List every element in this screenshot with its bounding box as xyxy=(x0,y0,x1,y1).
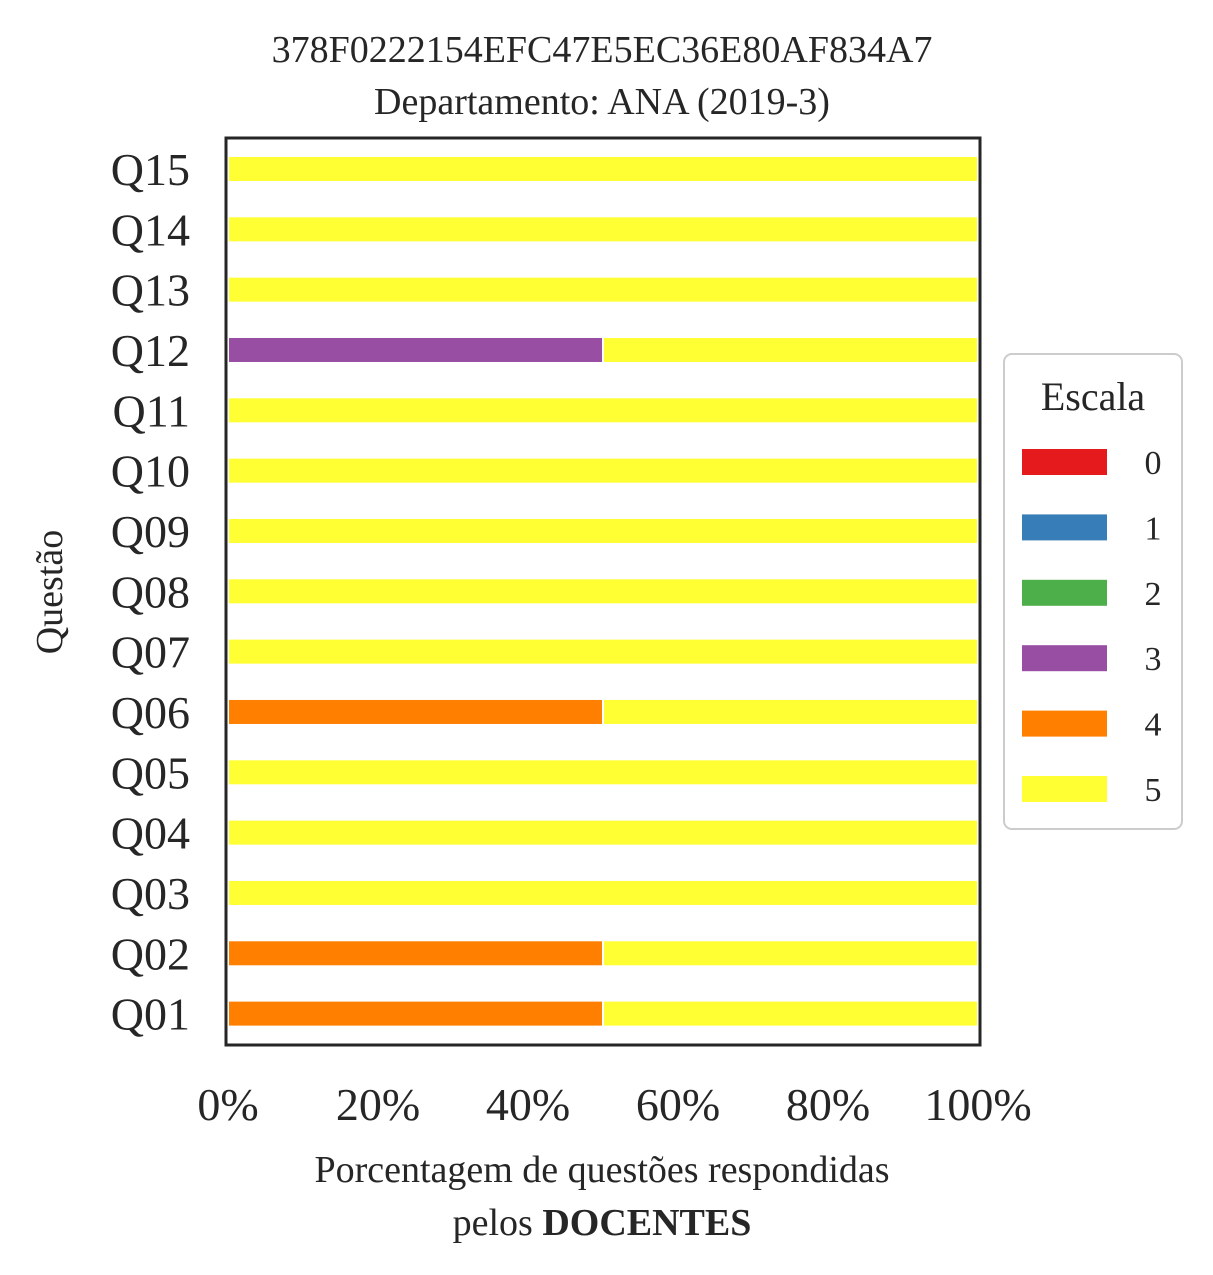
bar-q01-scale-5 xyxy=(602,999,979,1028)
x-axis-label-line2: pelos DOCENTES xyxy=(453,1202,752,1244)
bar-q03-scale-5 xyxy=(227,878,979,907)
legend-label-2: 2 xyxy=(1145,576,1162,613)
y-tick-q09: Q09 xyxy=(111,506,190,557)
y-tick-q14: Q14 xyxy=(111,204,190,255)
legend-label-3: 3 xyxy=(1145,641,1162,678)
chart-title: 378F0222154EFC47E5EC36E80AF834A7 xyxy=(272,29,933,71)
bar-q12-scale-5 xyxy=(602,335,979,364)
y-tick-q06: Q06 xyxy=(111,687,190,738)
bar-q14-scale-5 xyxy=(227,215,979,244)
bar-q09-scale-5 xyxy=(227,516,979,545)
legend-swatch-5 xyxy=(1022,776,1107,802)
bar-q04-scale-5 xyxy=(227,818,979,847)
y-tick-q01: Q01 xyxy=(111,989,190,1040)
bar-q11-scale-5 xyxy=(227,396,979,425)
legend-label-1: 1 xyxy=(1145,510,1162,547)
y-tick-q15: Q15 xyxy=(111,144,190,195)
bar-q06-scale-4 xyxy=(227,697,604,726)
legend-swatch-2 xyxy=(1022,579,1107,606)
legend-swatch-1 xyxy=(1022,514,1107,541)
x-tick-80pct: 80% xyxy=(786,1079,870,1130)
x-axis-label-bold: DOCENTES xyxy=(542,1202,751,1244)
bar-q08-scale-5 xyxy=(227,577,979,606)
x-axis-label-prefix: pelos xyxy=(453,1202,543,1244)
chart-subtitle: Departamento: ANA (2019-3) xyxy=(374,81,830,123)
legend-label-0: 0 xyxy=(1145,445,1162,482)
x-tick-0pct: 0% xyxy=(197,1079,258,1130)
bar-q10-scale-5 xyxy=(227,456,979,485)
y-tick-labels: Q01 Q02 Q03 Q04 Q05 Q06 Q07 Q08 Q09 Q10 Q11 Q12 Q13 Q… xyxy=(111,144,190,1040)
y-tick-q08: Q08 xyxy=(111,566,190,617)
bar-q13-scale-5 xyxy=(227,275,979,304)
legend: Escala 0 1 2 3 4 5 xyxy=(1003,353,1183,830)
bar-q15-scale-5 xyxy=(227,155,979,183)
plot-frame xyxy=(224,136,982,1047)
x-axis-label-line1: Porcentagem de questões respondidas xyxy=(314,1149,889,1191)
legend-swatch-0 xyxy=(1022,449,1107,475)
x-tick-40pct: 40% xyxy=(486,1079,570,1130)
y-tick-q02: Q02 xyxy=(111,928,190,979)
y-tick-q12: Q12 xyxy=(111,325,190,376)
bar-q02-scale-5 xyxy=(602,939,979,968)
y-tick-q05: Q05 xyxy=(111,747,190,798)
y-tick-q13: Q13 xyxy=(111,265,190,316)
bar-q05-scale-5 xyxy=(227,758,979,787)
bar-q01-scale-4 xyxy=(227,999,604,1028)
y-tick-q03: Q03 xyxy=(111,868,190,919)
bar-q06-scale-5 xyxy=(602,697,979,726)
legend-items: 0 1 2 3 4 5 xyxy=(1022,445,1162,809)
x-tick-labels: 0% 20% 40% 60% 80% 100% xyxy=(197,1079,1031,1130)
y-tick-q10: Q10 xyxy=(111,446,190,497)
x-tick-20pct: 20% xyxy=(336,1079,420,1130)
x-tick-60pct: 60% xyxy=(636,1079,720,1130)
y-axis-label: Questão xyxy=(29,530,71,655)
bar-q02-scale-4 xyxy=(227,939,604,968)
bar-q12-scale-3 xyxy=(227,335,604,364)
legend-swatch-4 xyxy=(1022,710,1107,737)
y-tick-q11: Q11 xyxy=(112,385,190,436)
x-tick-100pct: 100% xyxy=(924,1079,1031,1130)
legend-swatch-3 xyxy=(1022,645,1107,672)
bars-group xyxy=(227,155,979,1028)
legend-title: Escala xyxy=(1041,374,1146,419)
y-tick-q04: Q04 xyxy=(111,808,190,859)
bar-q07-scale-5 xyxy=(227,637,979,666)
y-tick-q07: Q07 xyxy=(111,627,190,678)
legend-label-4: 4 xyxy=(1145,707,1162,744)
legend-label-5: 5 xyxy=(1145,772,1162,809)
